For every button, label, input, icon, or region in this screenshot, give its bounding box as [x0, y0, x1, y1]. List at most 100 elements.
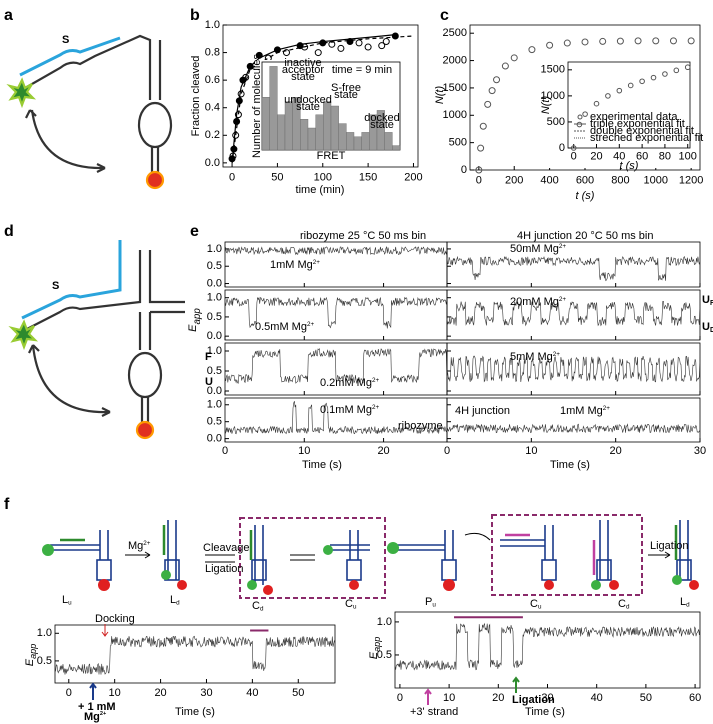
data-point [242, 73, 250, 81]
x-tick-label: 10 [298, 445, 310, 457]
label-sub: app [192, 308, 203, 325]
trace [446, 255, 701, 282]
label-sup: 2+ [372, 377, 380, 384]
state-label: Cd [252, 600, 264, 612]
label-sub: app [28, 644, 38, 659]
state-label: Pu [425, 596, 436, 608]
histogram-bar [261, 96, 270, 151]
data-point [546, 41, 554, 49]
y-tick-label: 1.0 [207, 292, 222, 304]
trace [224, 246, 448, 256]
data-point [652, 37, 660, 45]
label-main: 20mM Mg [510, 296, 559, 308]
histogram-bar [330, 105, 339, 151]
label-main: L [62, 594, 68, 606]
condition-label: 1mM Mg2+ [270, 259, 320, 271]
inset-annotation: S-free [331, 82, 361, 94]
data-point [337, 44, 345, 52]
x-tick-label: 40 [591, 692, 603, 704]
histogram-bar [392, 145, 401, 151]
x-tick-label: 30 [541, 692, 553, 704]
histogram-bar [300, 118, 309, 151]
inset-y-label: N(t) [540, 96, 552, 115]
label-main: Mg [128, 540, 143, 552]
x-tick-label: 0 [222, 445, 228, 457]
x-axis-label: t (s) [576, 190, 595, 202]
label-main: C [618, 598, 626, 610]
y-axis-label: Eapp [24, 644, 38, 667]
fit-line [231, 34, 396, 163]
label-sup: 2+ [307, 321, 315, 328]
label-main: 0.1mM Mg [320, 404, 372, 416]
label-main: U [702, 321, 710, 333]
histogram-bar [353, 136, 362, 151]
reaction-label: Ligation [650, 540, 689, 552]
legend-marker [577, 114, 583, 120]
data-point [479, 122, 487, 130]
data-point [627, 82, 634, 89]
data-point [639, 78, 645, 85]
y-tick-label: 0.8 [205, 46, 220, 58]
label-main: C [345, 598, 353, 610]
y-tick-label: 1.0 [207, 345, 222, 357]
label-main: L [170, 594, 176, 606]
histogram-bar [284, 101, 293, 151]
schematic-d [8, 240, 185, 440]
data-point [378, 42, 386, 50]
inset-annotation: time = 9 min [332, 64, 392, 76]
x-tick-label: 40 [613, 150, 625, 162]
condition-label: 20mM Mg2+ [510, 296, 566, 308]
x-tick-label: 20 [154, 687, 166, 699]
strand-label: S [52, 280, 59, 292]
label-sub: u [68, 599, 72, 606]
data-point [510, 54, 518, 62]
inset-annotation: state [291, 71, 315, 83]
inset-x-label: t (s) [620, 160, 639, 172]
x-tick-label: 0 [476, 175, 482, 187]
data-point [634, 37, 642, 45]
y-tick-label: 1500 [541, 64, 565, 76]
y-tick-label: 0.0 [207, 330, 222, 342]
y-tick-label: 2500 [443, 27, 467, 39]
data-point [563, 39, 571, 47]
state-label: Ld [680, 596, 690, 608]
y-tick-label: 2000 [443, 54, 467, 66]
plot-frame [567, 61, 691, 149]
y-tick-label: 1.0 [205, 19, 220, 31]
data-point [237, 90, 245, 98]
state-label: U [205, 376, 213, 388]
label-main: C [252, 600, 260, 612]
annotation-arrow [512, 676, 520, 693]
annotation: +3' strand [410, 706, 458, 718]
histogram-bar [361, 132, 370, 151]
data-point [616, 37, 624, 45]
y-axis-label: Eapp [187, 308, 203, 332]
y-tick-label: 0.5 [207, 311, 222, 323]
panel-label: a [4, 7, 13, 24]
annotation: + 1 mM [78, 701, 116, 713]
data-point [488, 87, 496, 95]
label-sub: app [372, 637, 382, 652]
y-tick-label: 0.0 [207, 385, 222, 397]
trace [446, 300, 701, 327]
x-tick-label: 0 [444, 445, 450, 457]
data-point [493, 76, 501, 84]
state-label: F [205, 351, 212, 363]
x-tick-label: 10 [109, 687, 121, 699]
x-tick-label: 60 [636, 150, 648, 162]
y-tick-label: 0.0 [207, 277, 222, 289]
annotation-arrow [89, 682, 97, 700]
data-point [616, 87, 623, 94]
x-tick-label: 600 [576, 175, 594, 187]
y-tick-label: 0 [559, 142, 565, 154]
y-tick-label: 0.2 [205, 129, 220, 141]
condition-label: 0.1mM Mg2+ [320, 404, 379, 416]
data-point [391, 32, 399, 40]
data-point [282, 49, 290, 57]
label-sup: 2+ [372, 404, 380, 411]
condition-label: 5mM Mg2+ [510, 351, 560, 363]
label-sup: 2+ [603, 405, 611, 412]
label-sub: u [353, 603, 357, 610]
data-point [355, 39, 363, 47]
histogram-bar [338, 123, 347, 151]
